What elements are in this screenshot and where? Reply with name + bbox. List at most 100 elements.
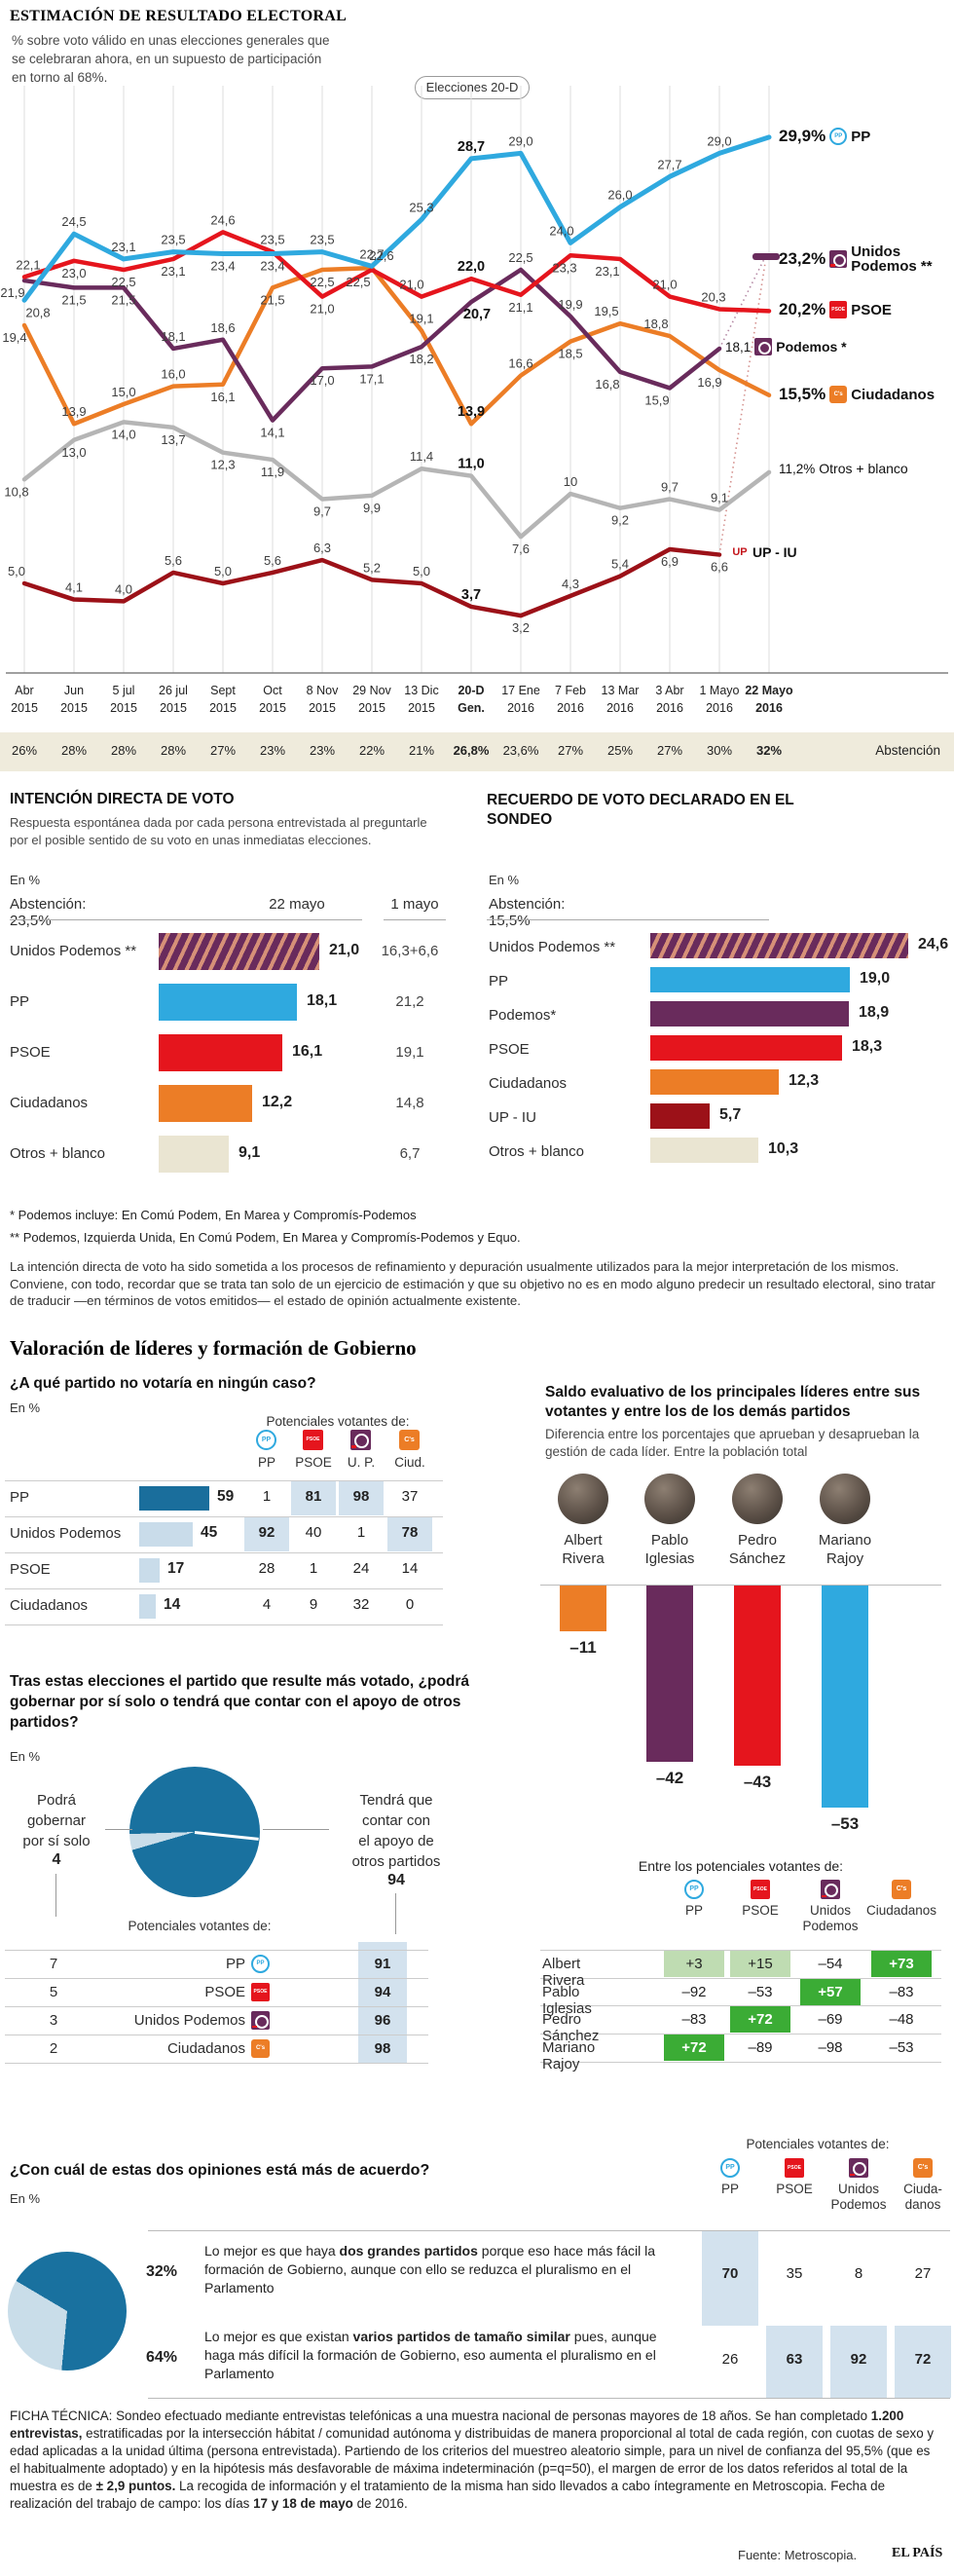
novote-row-label: PSOE xyxy=(10,1561,51,1578)
novote-bar-value: 17 xyxy=(167,1560,185,1577)
leader-name: Mariano Rajoy xyxy=(818,1532,872,1567)
point-label: 3,7 xyxy=(461,587,481,603)
novote-cell-value: 37 xyxy=(401,1488,419,1505)
point-label: 16,9 xyxy=(697,375,721,390)
opinion-pct: 32% xyxy=(145,2263,178,2280)
novote-row: Unidos Podemos 45 92 40 1 78 xyxy=(0,1516,448,1552)
psoe-logo-icon: PSOE xyxy=(751,1880,770,1899)
saldo-cell-value: +15 xyxy=(748,1956,773,1972)
novote-bar xyxy=(139,1594,156,1619)
idv-bar xyxy=(159,1085,252,1122)
novote-cell-value: 92 xyxy=(258,1524,275,1541)
psoe-logo-icon: PSOE xyxy=(303,1430,323,1450)
pp-logo-icon: PP xyxy=(256,1430,276,1450)
legend-psoe: 20,2% PSOE PSOE xyxy=(779,300,892,319)
idv-abstencion: Abstención: 23,5% xyxy=(10,896,87,929)
psoe-logo-icon: PSOE xyxy=(251,1983,270,2001)
leader-bar xyxy=(646,1586,693,1762)
abstention-value: 26,8% xyxy=(453,743,490,758)
opinion-value: 63 xyxy=(786,2351,803,2368)
point-label: 5,2 xyxy=(363,560,381,575)
legend-label: Otros + blanco xyxy=(819,461,908,476)
pablo-iglesias-photo xyxy=(644,1474,695,1524)
legend-value: 15,5% xyxy=(779,385,826,403)
gobernar-right-value: 96 xyxy=(374,2012,391,2029)
estimation-svg: 20,8 24,5 23,1 23,5 23,4 23,4 23,5 22,7 25,3 28,7… xyxy=(0,86,948,674)
point-label: 21,5 xyxy=(260,292,284,307)
estimation-line-chart: 20,8 24,5 23,1 23,5 23,4 23,4 23,5 22,7 25,3 28,7… xyxy=(0,0,954,779)
abstention-value: 28% xyxy=(110,743,137,758)
point-label: 12,3 xyxy=(210,458,235,472)
point-label: 7,6 xyxy=(512,541,530,556)
recuerdo-bar xyxy=(650,1103,710,1129)
novote-cell-value: 1 xyxy=(262,1488,272,1505)
red-corner xyxy=(830,264,835,267)
point-label: 5,0 xyxy=(413,564,430,579)
legend-value: 23,2% xyxy=(779,249,826,268)
opinion-value: 26 xyxy=(721,2351,739,2368)
date-line2: 2015 xyxy=(160,701,187,715)
point-label: 10,8 xyxy=(4,484,28,499)
saldo-desc: Diferencia entre los porcentajes que apr… xyxy=(545,1427,920,1459)
point-label: 22,0 xyxy=(458,259,485,275)
point-label: 18,8 xyxy=(643,317,668,331)
estimation-title: ESTIMACIÓN DE RESULTADO ELECTORAL xyxy=(10,8,348,24)
date-line1: 20-D xyxy=(458,684,485,697)
point-label: 6,6 xyxy=(711,560,728,575)
point-label: 21,9 xyxy=(0,285,24,300)
idv-row-label: Unidos Podemos ** xyxy=(10,943,137,959)
ciudadanos-logo-icon: C's xyxy=(399,1430,420,1450)
novote-cell-value: 78 xyxy=(401,1524,419,1541)
recuerdo-bar xyxy=(650,1001,849,1027)
point-label: 18,5 xyxy=(558,347,582,361)
divider xyxy=(5,1552,443,1553)
idv-value: 12,2 xyxy=(262,1094,293,1110)
divider xyxy=(5,1588,443,1589)
saldo-row-label: Mariano Rajoy xyxy=(542,2039,596,2072)
novote-header: Potenciales votantes de: xyxy=(266,1414,410,1429)
point-label: 16,1 xyxy=(210,390,235,404)
opinion-col-label: PSOE xyxy=(776,2182,813,2196)
pp-logo-icon: PP xyxy=(684,1880,704,1899)
recuerdo-bar xyxy=(650,1069,779,1095)
date-line1: 22 Mayo xyxy=(745,684,793,697)
date-label: 8 Nov 2015 xyxy=(293,682,351,717)
ciudadanos-logo-icon: C's xyxy=(913,2158,933,2178)
point-label: 19,1 xyxy=(409,312,433,326)
opinion-pie xyxy=(8,2252,127,2371)
election-pill: Elecciones 20-D xyxy=(415,76,530,99)
novote-cell-value: 24 xyxy=(352,1560,370,1577)
divider xyxy=(5,1950,428,1951)
saldo-col-label: PP xyxy=(684,1903,703,1918)
novote-row-label: PP xyxy=(10,1489,30,1506)
divider xyxy=(10,919,362,920)
recuerdo-row: PP 19,0 xyxy=(0,967,954,998)
saldo-row-label: Pedro Sánchez xyxy=(542,2011,600,2044)
novote-bar xyxy=(139,1522,193,1547)
legend-value: 20,2% xyxy=(779,300,826,318)
idv-row: Otros + blanco 9,1 6,7 xyxy=(0,1136,458,1182)
idv-row: PP 18,1 21,2 xyxy=(0,984,458,1030)
connector xyxy=(263,1829,329,1830)
point-label: 17,0 xyxy=(310,373,334,388)
point-label: 21,5 xyxy=(111,292,135,307)
series-line-otros-blanco xyxy=(21,420,772,540)
date-label: 3 Abr 2016 xyxy=(641,682,699,717)
footnote-2: ** Podemos, Izquierda Unida, En Comú Pod… xyxy=(10,1230,521,1245)
saldo-col-label: Unidos Podemos xyxy=(802,1903,859,1933)
date-line2: 2015 xyxy=(408,701,435,715)
legend-label: Unidos Podemos ** xyxy=(851,243,933,275)
date-label: 26 jul 2015 xyxy=(144,682,202,717)
idv-col-now: 22 mayo xyxy=(269,896,325,913)
abstention-value: 27% xyxy=(656,743,683,758)
novote-cell-value: 32 xyxy=(352,1596,370,1613)
legend-value: 29,9% xyxy=(779,127,826,145)
point-label: 11,0 xyxy=(458,457,484,472)
red-corner xyxy=(850,2173,855,2177)
gobernar-party: Unidos Podemos xyxy=(133,2012,245,2029)
legend-ciudadanos: 15,5% C's Ciudadanos xyxy=(779,385,935,404)
novote-cell-value: 1 xyxy=(356,1524,366,1541)
point-label: 17,1 xyxy=(359,371,384,386)
divider xyxy=(5,1978,428,1979)
date-line2: 2015 xyxy=(60,701,88,715)
